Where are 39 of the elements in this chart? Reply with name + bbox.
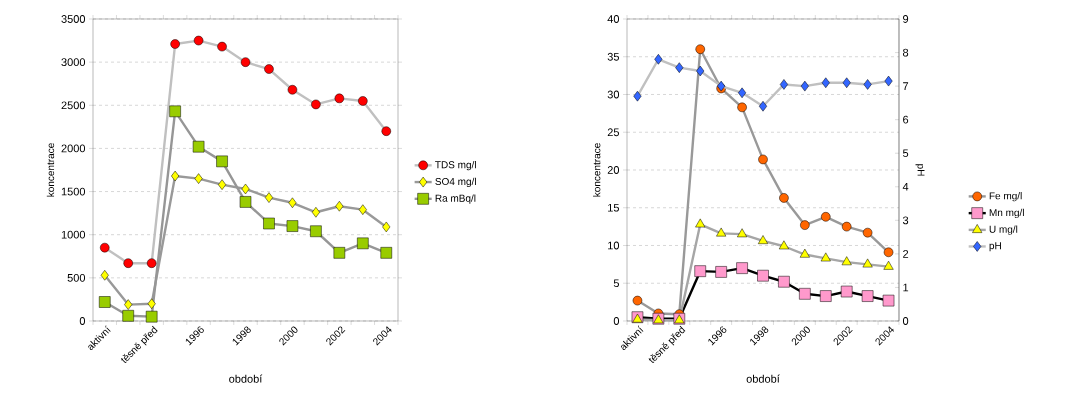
y-tick-label: 0 [79, 317, 86, 325]
y2-tick-label: 2 [903, 250, 909, 258]
y2-tick-label: 6 [903, 115, 909, 124]
y2-tick-label: 3 [902, 216, 909, 225]
y-tick-label: 5 [613, 279, 619, 288]
legend-label: SO4 mg/l [435, 177, 476, 188]
y-tick-label: 25 [607, 128, 619, 137]
legend-label: U mg/l [989, 225, 1018, 235]
y-tick-label: 500 [67, 273, 86, 282]
y-tick-label: 1000 [61, 230, 86, 239]
y-axis-title: koncentrace [593, 143, 601, 197]
y-tick-label: 30 [607, 90, 620, 99]
y-tick-label: 2500 [61, 101, 86, 110]
y-tick-label: 3500 [61, 15, 86, 23]
y2-tick-label: 7 [903, 82, 909, 90]
y-tick-label: 2000 [61, 144, 86, 153]
y2-tick-label: 5 [902, 149, 909, 158]
x-axis-title: období [229, 374, 263, 383]
y-tick-label: 15 [608, 203, 619, 212]
x-axis-title: období [746, 374, 780, 383]
y2-tick-label: 1 [903, 283, 909, 292]
y2-tick-label: 9 [903, 15, 909, 23]
legend-label: Fe mg/l [989, 192, 1022, 202]
y-tick-label: 0 [613, 317, 620, 325]
y-tick-label: 20 [607, 166, 620, 174]
legend-label: TDS mg/l [435, 160, 476, 171]
y-tick-label: 1500 [61, 187, 86, 196]
y2-axis-title: pH [915, 164, 925, 176]
legend-label: pH [989, 242, 1001, 252]
y2-tick-label: 4 [902, 183, 909, 191]
y-tick-label: 40 [607, 15, 620, 23]
legend-label: Mn mg/l [989, 208, 1024, 219]
y-tick-label: 3000 [61, 58, 86, 67]
legend-label: Ra mBq/l [435, 194, 476, 204]
y-tick-label: 10 [608, 241, 620, 250]
y-axis-title: koncentrace [46, 143, 55, 197]
y2-tick-label: 0 [902, 317, 909, 325]
y-tick-label: 35 [607, 52, 619, 61]
y2-tick-label: 8 [903, 48, 909, 57]
